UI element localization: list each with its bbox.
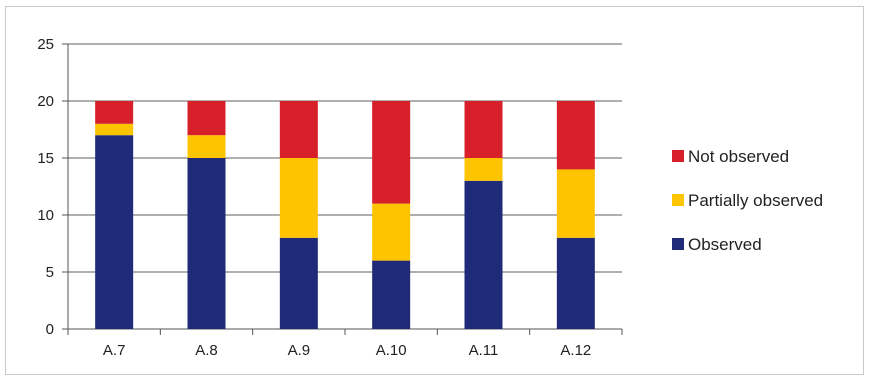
legend-swatch bbox=[672, 150, 684, 162]
bars bbox=[95, 101, 595, 329]
bar-segment-partially-observed bbox=[187, 135, 226, 158]
y-tick-label: 25 bbox=[37, 36, 54, 53]
x-tick-label: A.9 bbox=[288, 342, 311, 359]
y-tick-label: 10 bbox=[37, 207, 54, 224]
x-tick-label: A.10 bbox=[376, 342, 407, 359]
y-tick-label: 20 bbox=[37, 93, 54, 110]
y-axis-ticks: 0 5 10 15 20 25 bbox=[37, 36, 54, 338]
bar-segment-observed bbox=[187, 158, 226, 329]
axes bbox=[62, 43, 623, 335]
bar-segment-observed bbox=[372, 260, 411, 329]
legend-label: Observed bbox=[688, 235, 762, 254]
legend-swatch bbox=[672, 238, 684, 250]
x-tick-label: A.7 bbox=[103, 342, 126, 359]
legend-label: Not observed bbox=[688, 147, 789, 166]
y-tick-label: 15 bbox=[37, 150, 54, 167]
bar-segment-not-observed bbox=[372, 101, 411, 204]
chart-frame bbox=[5, 6, 864, 375]
x-tick-label: A.12 bbox=[560, 342, 591, 359]
bar-segment-observed bbox=[279, 237, 318, 329]
bar-segment-not-observed bbox=[95, 101, 134, 124]
bar-segment-not-observed bbox=[464, 101, 503, 158]
y-tick-label: 0 bbox=[46, 321, 54, 338]
x-axis-ticks: A.7 A.8 A.9 A.10 A.11 A.12 bbox=[103, 342, 591, 359]
legend-label: Partially observed bbox=[688, 191, 823, 210]
x-tick-label: A.8 bbox=[195, 342, 218, 359]
bar-segment-partially-observed bbox=[95, 123, 134, 136]
bar-segment-observed bbox=[95, 135, 134, 329]
y-tick-label: 5 bbox=[46, 264, 54, 281]
legend: Not observed Partially observed Observed bbox=[672, 147, 823, 254]
bar-segment-partially-observed bbox=[279, 158, 318, 238]
bar-segment-observed bbox=[464, 180, 503, 329]
bar-segment-observed bbox=[556, 237, 595, 329]
bar-segment-partially-observed bbox=[372, 203, 411, 261]
bar-segment-not-observed bbox=[556, 101, 595, 170]
bar-segment-not-observed bbox=[187, 101, 226, 136]
bar-segment-partially-observed bbox=[556, 169, 595, 238]
x-tick-label: A.11 bbox=[469, 342, 499, 359]
gridlines bbox=[68, 43, 622, 273]
bar-segment-not-observed bbox=[279, 101, 318, 158]
bar-segment-partially-observed bbox=[464, 158, 503, 181]
legend-swatch bbox=[672, 194, 684, 206]
